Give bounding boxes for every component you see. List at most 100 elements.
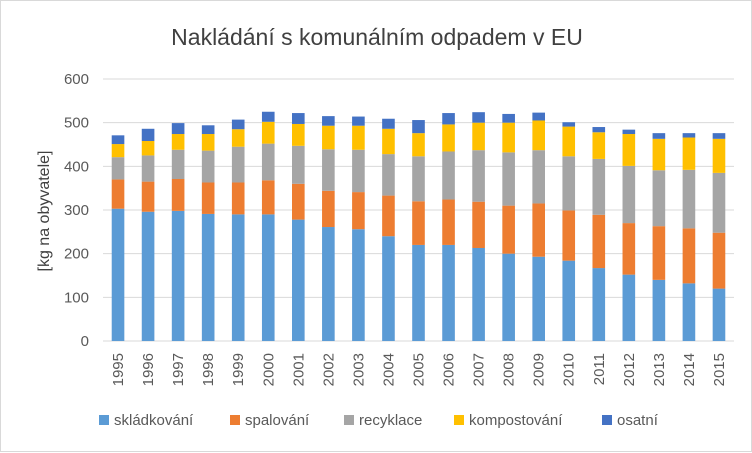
bar-skládkování-2003 [352,229,365,341]
x-tick-label: 2003 [350,353,367,386]
bar-skládkování-2007 [472,247,485,341]
bar-skládkování-1995 [111,208,125,341]
x-tick-label: 2015 [711,353,728,386]
bar-osatní-1999 [231,119,245,130]
bar-osatní-2013 [652,133,666,139]
bar-spalování-1999 [231,182,245,215]
y-tick-label: 600 [64,71,89,88]
bar-kompostování-1996 [141,141,155,156]
bar-kompostování-1997 [171,134,185,150]
bar-spalování-2003 [352,192,365,230]
bar-spalování-2015 [712,232,726,289]
bar-recyklace-2008 [502,152,515,206]
x-axis-ticks: 1995 1996 1997 1998 1999 2000 2001 2002 2003 2004… [110,353,728,386]
bar-osatní-2009 [532,112,546,121]
bar-skládkování-2011 [592,268,606,341]
x-tick-label: 2011 [591,353,608,385]
bar-kompostování-2002 [322,125,335,150]
bar-recyklace-2005 [412,156,425,202]
bar-kompostování-2011 [592,132,606,159]
bar-recyklace-1996 [141,155,155,182]
bar-osatní-1996 [141,128,155,142]
bar-recyklace-2011 [592,158,606,215]
bar-osatní-2014 [682,133,696,138]
x-tick-label: 1997 [170,353,187,386]
bar-osatní-2004 [382,118,395,129]
bar-skládkování-2015 [712,288,726,341]
bar-recyklace-2007 [472,150,485,202]
legend-label-recyklace: recyklace [359,412,422,429]
bar-kompostování-1999 [231,129,245,147]
x-tick-label: 2006 [441,353,458,386]
bar-recyklace-1999 [231,146,245,183]
bar-kompostování-2008 [502,122,515,153]
bar-osatní-1998 [201,125,215,135]
legend-swatch-spalování [230,415,240,425]
bar-kompostování-2009 [532,120,546,151]
bar-osatní-2002 [322,116,335,126]
bar-osatní-2010 [562,122,576,127]
bar-recyklace-2006 [442,151,455,200]
bar-osatní-2012 [622,129,636,135]
bar-osatní-2008 [502,113,515,123]
bar-skládkování-1997 [171,210,185,341]
bar-kompostování-2010 [562,126,576,157]
bar-spalování-2014 [682,228,696,284]
bar-spalování-2008 [502,205,515,254]
bar-recyklace-2004 [382,154,395,196]
bar-skládkování-2004 [382,236,395,341]
bar-skládkování-2009 [532,256,546,341]
bar-osatní-2011 [592,127,606,133]
legend-label-spalování: spalování [245,412,310,429]
bar-skládkování-1999 [231,214,245,341]
bar-skládkování-2002 [322,227,335,341]
bar-kompostování-1995 [111,144,125,158]
bar-skládkování-2013 [652,279,666,341]
y-tick-label: 0 [81,333,89,350]
bar-spalování-2006 [442,199,455,245]
y-tick-label: 100 [64,289,89,306]
bar-recyklace-2012 [622,165,636,224]
bar-spalování-2007 [472,201,485,248]
bar-osatní-2007 [472,112,485,123]
x-tick-label: 2010 [561,353,578,386]
bar-kompostování-2015 [712,138,726,173]
bar-skládkování-2008 [502,253,515,341]
x-tick-label: 2009 [531,353,548,386]
bar-recyklace-2001 [291,145,305,184]
legend-label-osatní: osatní [617,412,659,429]
bar-spalování-1998 [201,182,215,214]
bar-recyklace-2015 [712,172,726,233]
bar-recyklace-2013 [652,170,666,227]
bar-osatní-2006 [442,113,455,125]
bar-spalování-1995 [111,179,125,209]
bar-spalování-2011 [592,214,606,269]
bar-spalování-2010 [562,210,576,261]
bar-recyklace-1997 [171,149,185,179]
y-tick-label: 500 [64,115,89,132]
bar-recyklace-2010 [562,156,576,211]
bar-spalování-2000 [261,180,275,215]
bar-osatní-2001 [291,113,305,124]
legend: skládkování spalování recyklace kompostován… [99,412,659,429]
bar-spalování-2005 [412,201,425,245]
bar-skládkování-1996 [141,211,155,341]
bar-skládkování-1998 [201,213,215,341]
x-tick-label: 2001 [290,353,307,386]
bar-skládkování-2012 [622,274,636,341]
x-tick-label: 2012 [621,353,638,386]
bar-kompostování-2005 [412,133,425,157]
bar-recyklace-2002 [322,149,335,191]
bar-kompostování-1998 [201,134,215,151]
bar-kompostování-2012 [622,134,636,166]
legend-label-kompostování: kompostování [469,412,563,429]
bar-kompostování-2004 [382,128,395,155]
y-axis-ticks: 0 100 200 300 400 500 600 [64,71,89,350]
bar-skládkování-2014 [682,283,696,341]
x-tick-label: 2005 [411,353,428,386]
x-tick-label: 2008 [501,353,518,386]
y-tick-label: 300 [64,202,89,219]
bar-recyklace-2000 [261,143,275,181]
bar-spalování-2013 [652,226,666,280]
